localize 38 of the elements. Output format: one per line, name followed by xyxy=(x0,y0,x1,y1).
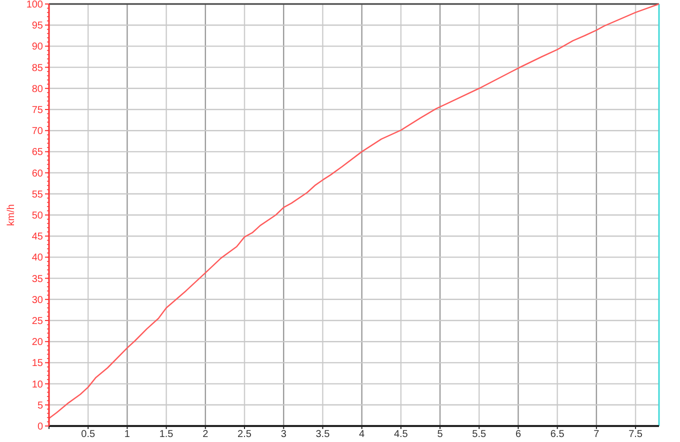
y-tick-label: 80 xyxy=(32,84,44,95)
x-tick-label: 6.5 xyxy=(550,429,565,440)
x-tick-label: 4.5 xyxy=(394,429,408,440)
x-tick-label: 1 xyxy=(124,429,130,440)
x-tick-label: 5 xyxy=(437,429,444,440)
x-tick-label: 5.5 xyxy=(472,429,487,440)
x-tick-label: 6 xyxy=(515,429,522,440)
y-tick-label: 40 xyxy=(32,252,44,264)
x-tick-label: 4 xyxy=(359,429,366,440)
y-tick-label: 0 xyxy=(37,422,44,432)
y-tick-label: 5 xyxy=(37,400,44,412)
y-tick-label: 25 xyxy=(32,316,44,327)
line-series xyxy=(48,3,660,420)
y-tick-label: 90 xyxy=(32,42,44,53)
x-tick-label: 2 xyxy=(202,429,209,440)
y-tick-label: 15 xyxy=(32,358,44,370)
x-tick-label: 3 xyxy=(280,429,287,440)
y-tick-label: 65 xyxy=(32,147,44,158)
y-tick-label: 50 xyxy=(32,210,44,222)
y-tick-label: 60 xyxy=(32,168,44,180)
y-tick-label: 70 xyxy=(32,126,44,138)
x-tick-label: 1.5 xyxy=(159,429,174,440)
x-tick-label: 7.5 xyxy=(628,429,643,440)
y-tick-label: 35 xyxy=(32,274,44,285)
y-tick-label: 10 xyxy=(32,379,44,390)
x-tick-label: 2.5 xyxy=(238,429,252,440)
y-tick-label: 55 xyxy=(32,189,44,200)
y-axis-title: km/h xyxy=(6,204,17,226)
x-tick-label: 7 xyxy=(594,429,600,440)
x-tick-label: 0.5 xyxy=(81,429,96,440)
y-tick-label: 100 xyxy=(26,0,44,10)
y-tick-label: 20 xyxy=(32,337,44,348)
y-tick-label: 85 xyxy=(32,62,44,74)
y-tick-label: 75 xyxy=(32,105,44,116)
y-tick-label: 30 xyxy=(32,294,44,306)
x-tick-label: 3.5 xyxy=(316,429,330,440)
y-tick-label: 45 xyxy=(32,232,44,243)
y-tick-label: 95 xyxy=(32,20,44,32)
